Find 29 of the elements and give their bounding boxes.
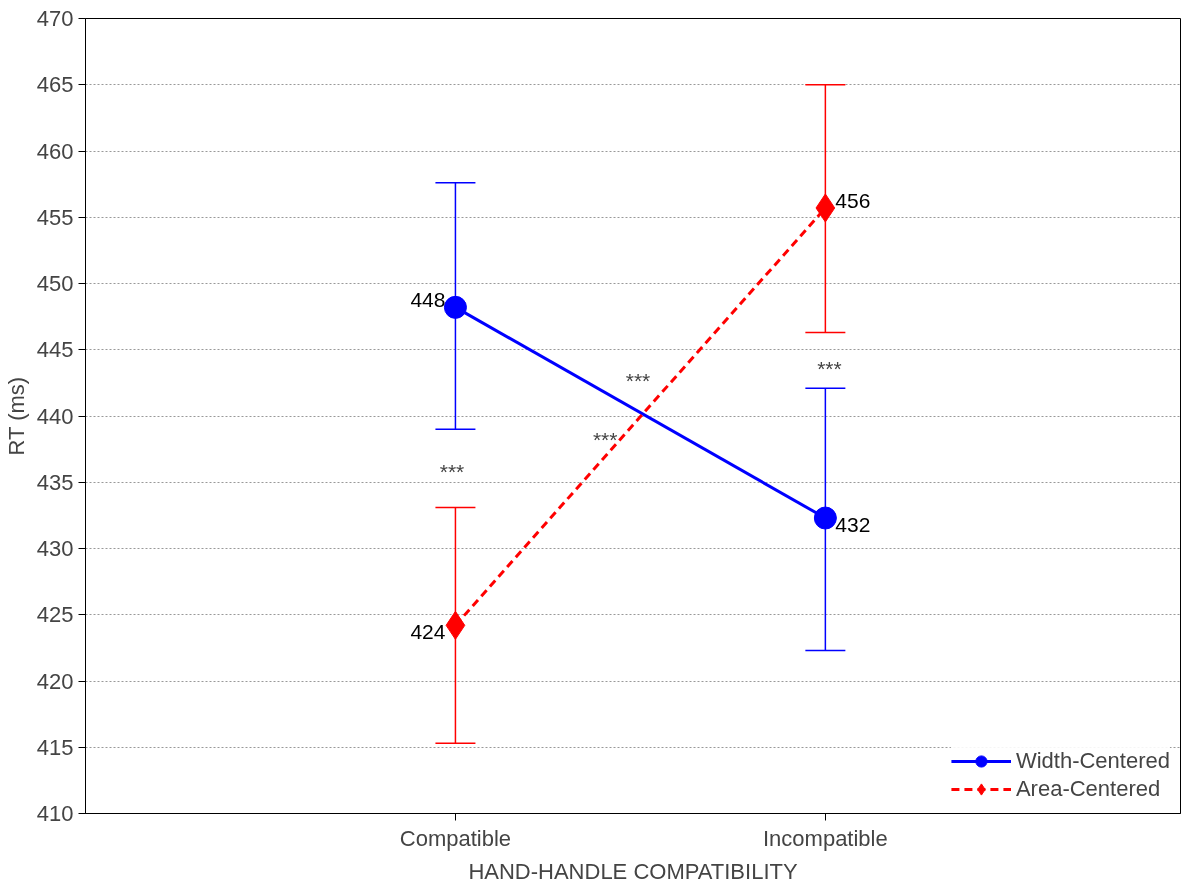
- legend-label: Width-Centered: [1015, 748, 1170, 774]
- y-tick-label: 460: [36, 138, 74, 164]
- point: [443, 295, 467, 319]
- annotation: ***: [439, 460, 465, 484]
- annotation: ***: [592, 428, 618, 452]
- y-tick-label: 430: [36, 536, 74, 561]
- data-label: 432: [835, 513, 871, 537]
- y-tick-label: 465: [36, 72, 74, 98]
- data-label: 448: [410, 288, 446, 312]
- y-tick-label: 440: [36, 403, 74, 429]
- data-label: 456: [835, 188, 871, 212]
- annotation: ***: [817, 356, 842, 380]
- y-tick-label: 410: [36, 801, 74, 826]
- y-tick-label: 435: [36, 469, 74, 495]
- legend-label: Area-Centered: [1015, 776, 1161, 802]
- point: [813, 506, 837, 530]
- x-tick-label: Incompatible: [763, 825, 888, 851]
- x-tick-label: Compatible: [399, 825, 512, 851]
- y-tick-label: 425: [36, 602, 74, 628]
- y-tick-label: 455: [36, 204, 74, 230]
- data-label: 424: [410, 620, 446, 644]
- x-axis-title: HAND-HANDLE COMPATIBILITY: [468, 858, 798, 884]
- y-axis-title: RT (ms): [3, 376, 29, 456]
- annotation: ***: [625, 368, 651, 392]
- y-tick-label: 420: [36, 668, 74, 694]
- y-tick-label: 415: [36, 734, 74, 760]
- y-tick-label: 450: [36, 271, 74, 296]
- y-tick-label: 470: [36, 6, 74, 31]
- y-tick-label: 445: [36, 337, 74, 363]
